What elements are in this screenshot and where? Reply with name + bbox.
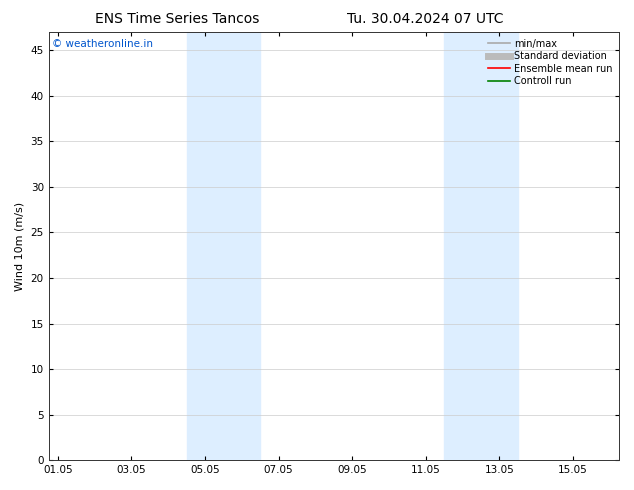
- Legend: min/max, Standard deviation, Ensemble mean run, Controll run: min/max, Standard deviation, Ensemble me…: [486, 37, 614, 88]
- Text: © weatheronline.in: © weatheronline.in: [51, 39, 153, 49]
- Bar: [444, 32, 518, 460]
- Bar: [186, 32, 260, 460]
- Text: ENS Time Series Tancos: ENS Time Series Tancos: [95, 12, 260, 26]
- Y-axis label: Wind 10m (m/s): Wind 10m (m/s): [15, 201, 25, 291]
- Text: Tu. 30.04.2024 07 UTC: Tu. 30.04.2024 07 UTC: [347, 12, 503, 26]
